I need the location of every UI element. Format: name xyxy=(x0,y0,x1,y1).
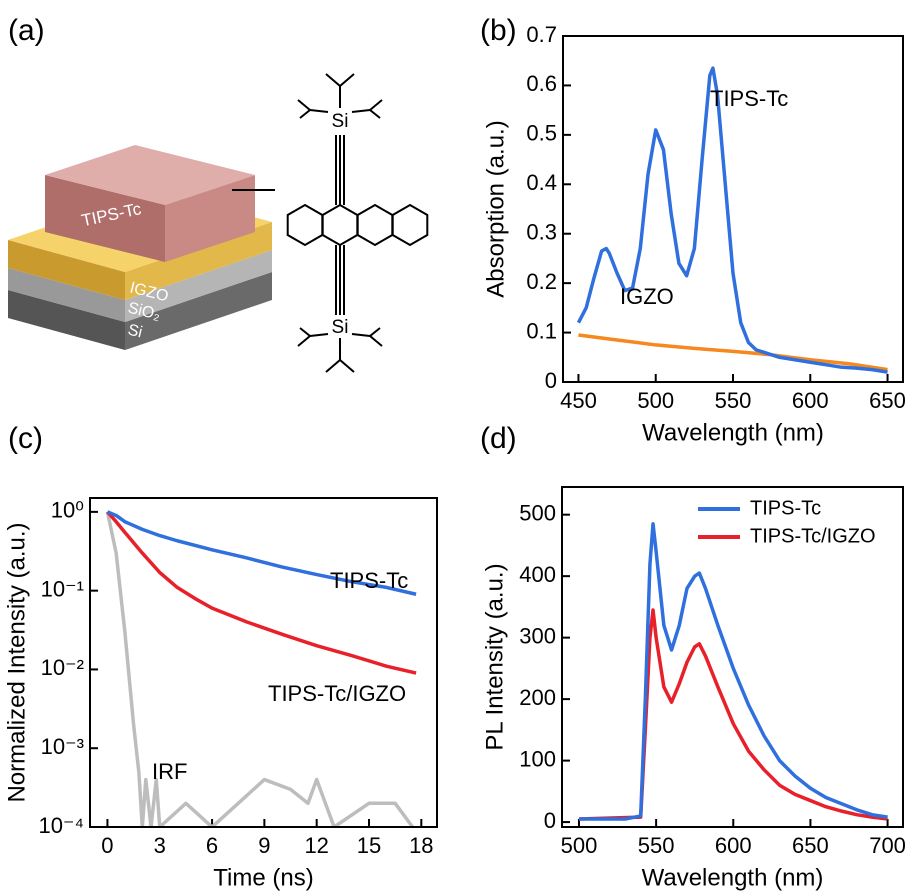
x-tick-label: 500 xyxy=(637,388,674,413)
y-tick-label: 200 xyxy=(519,685,556,710)
ring xyxy=(288,205,323,245)
y-tick-label: 0.2 xyxy=(526,269,557,294)
legend-label: TIPS-Tc/IGZO xyxy=(750,525,876,547)
y-tick-label: 10⁻⁴ xyxy=(38,813,84,838)
y-tick-label: 0 xyxy=(545,368,557,393)
bond xyxy=(352,334,370,336)
ring xyxy=(358,205,393,245)
atom-label: Si xyxy=(332,317,349,338)
panel-label: (a) xyxy=(8,14,45,47)
x-axis-label: Time (ns) xyxy=(213,864,313,891)
panel-label: (b) xyxy=(480,14,517,47)
series-line xyxy=(579,524,888,819)
panel-label: (c) xyxy=(8,422,43,455)
x-axis-label: Wavelength (nm) xyxy=(642,864,824,891)
y-tick-label: 0 xyxy=(544,808,556,833)
series-label: TIPS-Tc xyxy=(710,86,788,111)
bond xyxy=(370,110,380,118)
series-label: TIPS-Tc xyxy=(330,568,408,593)
y-tick-label: 300 xyxy=(519,623,556,648)
molecule xyxy=(288,74,428,372)
x-tick-label: 450 xyxy=(560,388,597,413)
bond xyxy=(326,74,340,86)
x-tick-label: 0 xyxy=(101,833,113,858)
series-line xyxy=(578,335,887,370)
y-tick-label: 0.1 xyxy=(526,318,557,343)
y-tick-label: 10⁻³ xyxy=(41,734,84,759)
x-tick-label: 500 xyxy=(561,833,598,858)
x-tick-label: 600 xyxy=(715,833,752,858)
x-tick-label: 550 xyxy=(638,833,675,858)
ring xyxy=(393,205,428,245)
series-label: IRF xyxy=(152,759,187,784)
legend-label: TIPS-Tc xyxy=(750,497,821,519)
page: (a) TIPS-Tc IGZO SiO₂ Si Si Si (b)450500… xyxy=(0,0,912,893)
bond xyxy=(310,110,328,112)
series-line xyxy=(578,68,887,372)
y-tick-label: 0.7 xyxy=(526,22,557,47)
x-tick-label: 6 xyxy=(206,833,218,858)
bond xyxy=(300,328,310,336)
y-tick-label: 500 xyxy=(519,500,556,525)
bond xyxy=(300,110,310,118)
bond xyxy=(326,360,340,372)
x-tick-label: 18 xyxy=(409,833,433,858)
x-tick-label: 550 xyxy=(715,388,752,413)
x-tick-label: 12 xyxy=(304,833,328,858)
x-tick-label: 3 xyxy=(154,833,166,858)
bond xyxy=(340,360,354,372)
plot-frame xyxy=(90,498,437,827)
y-tick-label: 0.6 xyxy=(526,71,557,96)
bond xyxy=(352,110,370,112)
bond xyxy=(370,336,382,346)
bond xyxy=(298,100,310,110)
y-tick-label: 100 xyxy=(519,746,556,771)
bond xyxy=(370,328,380,336)
x-tick-label: 650 xyxy=(792,833,829,858)
y-tick-label: 0.3 xyxy=(526,220,557,245)
x-tick-label: 650 xyxy=(869,388,906,413)
y-axis-label: PL Intensity (a.u.) xyxy=(481,563,508,750)
y-tick-label: 10⁰ xyxy=(51,498,84,523)
y-tick-label: 0.5 xyxy=(526,121,557,146)
y-axis-label: Normalized Intensity (a.u.) xyxy=(3,522,30,802)
series-line xyxy=(579,610,888,819)
series-label: IGZO xyxy=(620,284,674,309)
bond xyxy=(370,100,382,110)
y-axis-label: Absorption (a.u.) xyxy=(482,120,509,297)
ring xyxy=(323,205,358,245)
series-label: TIPS-Tc/IGZO xyxy=(268,681,406,706)
y-tick-label: 400 xyxy=(519,562,556,587)
x-tick-label: 9 xyxy=(258,833,270,858)
y-tick-label: 10⁻¹ xyxy=(41,576,84,601)
bond xyxy=(298,336,310,346)
x-tick-label: 15 xyxy=(357,833,381,858)
x-axis-label: Wavelength (nm) xyxy=(642,419,824,446)
bond xyxy=(310,334,328,336)
figure: (a) TIPS-Tc IGZO SiO₂ Si Si Si (b)450500… xyxy=(0,0,912,893)
x-tick-label: 700 xyxy=(869,833,906,858)
panel-label: (d) xyxy=(480,422,517,455)
y-tick-label: 10⁻² xyxy=(41,655,84,680)
atom-label: Si xyxy=(332,111,349,132)
x-tick-label: 600 xyxy=(792,388,829,413)
y-tick-label: 0.4 xyxy=(526,170,557,195)
bond xyxy=(340,74,354,86)
